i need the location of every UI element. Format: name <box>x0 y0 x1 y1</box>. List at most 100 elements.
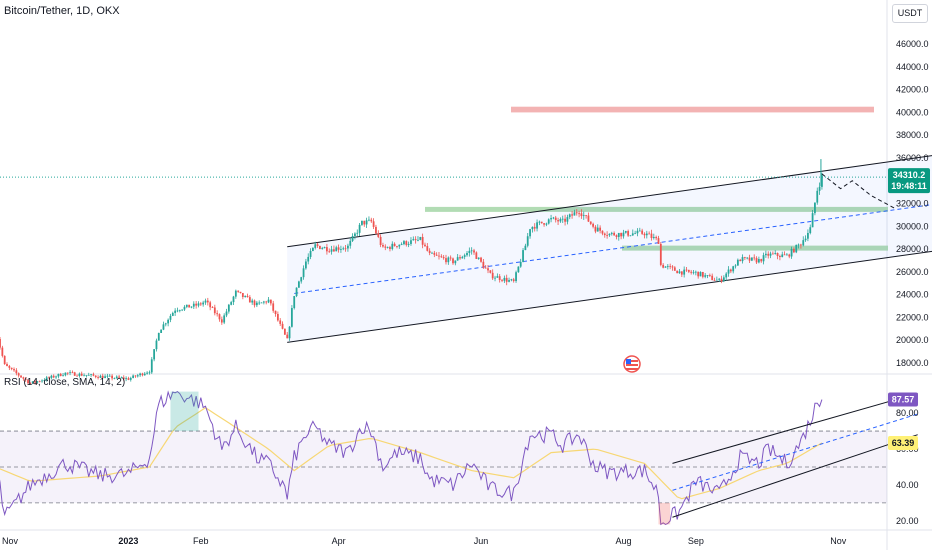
candle-body <box>790 248 793 257</box>
candle-body <box>351 235 354 241</box>
candle-body <box>585 215 587 217</box>
candle-body <box>148 372 151 374</box>
candle-body <box>393 243 396 247</box>
candle-body <box>811 213 814 228</box>
time-tick-label: Sep <box>688 536 704 546</box>
candle-body <box>403 241 405 245</box>
price-zones <box>425 106 888 251</box>
candle-body <box>473 250 475 253</box>
rsi-channel-lower <box>672 434 918 518</box>
candle-body <box>538 221 541 223</box>
candle-body <box>104 376 106 379</box>
candle-body <box>638 230 641 232</box>
candle-body <box>550 218 552 220</box>
candle-body <box>624 231 627 233</box>
candle-body <box>129 377 132 380</box>
candle-body <box>699 271 702 277</box>
candle-body <box>606 235 609 236</box>
candle-body <box>414 239 417 241</box>
rsi-sma-line <box>0 407 823 500</box>
candle-body <box>704 275 707 277</box>
candle-body <box>452 258 454 264</box>
candle-body <box>251 300 254 303</box>
candle-body <box>713 280 716 281</box>
candle-body <box>244 295 247 297</box>
candle-body <box>286 334 289 339</box>
candle-body <box>503 277 506 281</box>
candle-body <box>188 304 191 308</box>
price-tick-label: 18000.0 <box>896 358 929 368</box>
candle-body <box>283 328 286 335</box>
candle-body <box>202 302 205 305</box>
currency-button[interactable]: USDT <box>892 4 928 23</box>
candle-body <box>113 378 116 379</box>
candle-body <box>50 375 53 378</box>
candle-body <box>127 378 130 380</box>
projection-line <box>821 173 895 209</box>
candle-body <box>769 253 772 256</box>
candle-body <box>206 300 209 303</box>
candle-body <box>213 307 216 314</box>
candle-body <box>389 247 391 249</box>
candle-body <box>83 375 85 377</box>
candle-body <box>370 219 373 222</box>
candle-body <box>377 233 380 237</box>
candle-body <box>31 381 34 384</box>
candle-body <box>27 379 29 384</box>
candle-body <box>36 381 39 383</box>
candle-body <box>169 315 172 320</box>
candle-body <box>265 301 268 303</box>
candle-body <box>496 276 499 278</box>
candle-body <box>48 377 50 379</box>
candle-body <box>57 373 60 377</box>
candle-body <box>659 243 662 265</box>
candle-body <box>575 212 578 214</box>
candle-body <box>470 250 473 252</box>
candle-body <box>631 233 634 236</box>
candle-body <box>456 257 459 261</box>
candle-body <box>708 275 711 276</box>
candle-body <box>1 347 4 356</box>
axes: 46000.0 44000.0 42000.0 40000.0 38000.0 36000… <box>2 39 929 546</box>
candle-body <box>736 259 739 266</box>
candle-body <box>106 375 109 377</box>
candle-body <box>192 303 195 307</box>
rsi-line <box>0 390 823 526</box>
candle-body <box>293 296 296 309</box>
candle-body <box>461 256 464 259</box>
candle-body <box>8 366 11 368</box>
candle-body <box>64 372 67 376</box>
candle-body <box>34 381 36 383</box>
candle-body <box>596 227 599 232</box>
candle-body <box>741 257 744 262</box>
candle-body <box>297 281 300 288</box>
candle-body <box>648 233 651 235</box>
candle-body <box>276 314 279 321</box>
candle-body <box>258 302 261 304</box>
candle-body <box>578 213 580 215</box>
candle-body <box>510 279 513 281</box>
candle-body <box>204 300 207 303</box>
resistance-zone <box>511 106 874 113</box>
time-tick-label: Feb <box>193 536 209 546</box>
event-marker[interactable] <box>623 355 641 373</box>
candle-body <box>800 244 802 246</box>
candle-body <box>804 238 807 241</box>
price-tick-label: 38000.0 <box>896 130 929 140</box>
candle-body <box>662 264 665 268</box>
candle-body <box>475 252 478 259</box>
candle-body <box>195 303 198 306</box>
candle-body <box>718 278 721 280</box>
candle-body <box>802 240 805 246</box>
candle-body <box>333 249 335 252</box>
candle-body <box>807 233 809 239</box>
candle-body <box>281 323 284 329</box>
candle-body <box>617 232 620 237</box>
candle-body <box>540 221 543 224</box>
candle-body <box>568 214 571 218</box>
channel-mid-line <box>294 204 932 294</box>
price-tick-label: 44000.0 <box>896 62 929 72</box>
time-tick-label: Nov <box>2 536 19 546</box>
